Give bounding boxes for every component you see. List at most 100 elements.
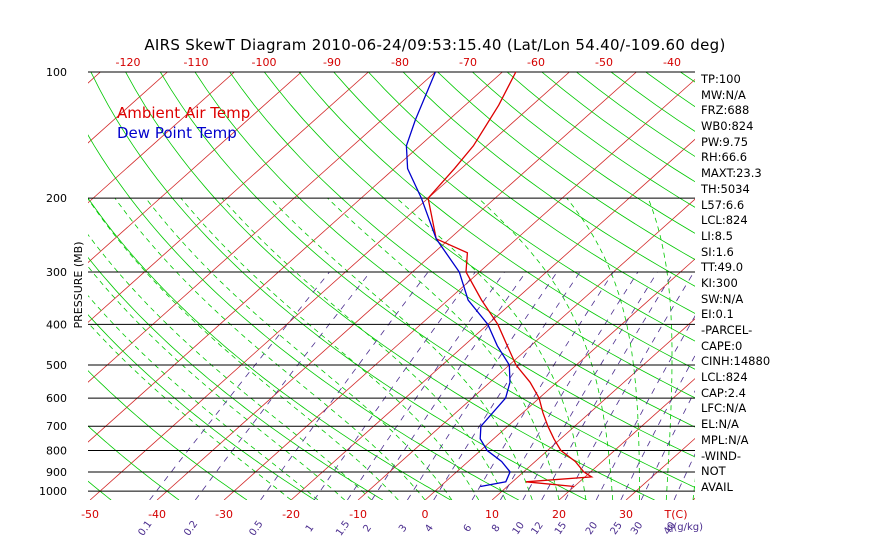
isotherm-line: [89, 72, 570, 500]
pressure-tick-label: 100: [46, 66, 67, 79]
series-layer: [405, 71, 594, 488]
stat-item: FRZ:688: [701, 103, 750, 118]
dry-adiabat-line: [368, 72, 695, 314]
mixing-ratio-label: 4: [423, 523, 436, 535]
top-temp-tick-label: -120: [116, 56, 141, 69]
dry-adiabat-line: [88, 314, 316, 500]
dry-adiabat-line: [88, 134, 519, 500]
moist-adiabat-line: [396, 197, 587, 500]
bottom-temp-tick-label: 0: [422, 508, 429, 521]
stat-item: SW:N/A: [701, 291, 744, 306]
bottom-temp-tick-label: -50: [81, 508, 99, 521]
mixing-ratio-line: [194, 271, 371, 500]
bottom-temp-tick-label: 20: [552, 508, 566, 521]
stat-item: LCL:824: [701, 213, 748, 228]
chart-title: AIRS SkewT Diagram 2010-06-24/09:53:15.4…: [144, 36, 726, 54]
mixing-ratio-line: [500, 271, 639, 500]
legend-dew-point-temp: Dew Point Temp: [117, 124, 237, 142]
mixing-ratio-label: 6: [462, 523, 475, 535]
moist-adiabat-line: [145, 197, 453, 500]
moist-adiabat-line: [327, 197, 560, 500]
dewpoint-series: [405, 71, 511, 488]
moist-adiabat-line: [221, 197, 506, 500]
stat-item: EL:N/A: [701, 417, 739, 432]
mixing-ratio-label: 1.5: [334, 519, 352, 538]
pressure-tick-label: 300: [46, 266, 67, 279]
bottom-axis-unit: T(C): [664, 508, 688, 521]
stat-item: -WIND-: [701, 448, 742, 463]
mixing-ratio-line: [260, 271, 429, 500]
mixing-ratio-line: [620, 354, 695, 500]
dry-adiabat-line: [90, 72, 587, 500]
dry-adiabat-line: [437, 72, 695, 261]
isotherm-line: [558, 378, 695, 500]
pressure-tick-label: 1000: [39, 485, 67, 498]
top-temp-tick-label: -90: [323, 56, 341, 69]
isotherm-line: [88, 72, 436, 383]
bottom-temp-tick-label: -10: [349, 508, 367, 521]
mixing-ratio-label: 20: [584, 520, 600, 537]
mixing-ratio-line: [149, 271, 330, 500]
isotherm-line: [88, 72, 101, 84]
moist-adiabat-line: [566, 197, 640, 500]
mixing-ratio-line: [347, 271, 505, 500]
stat-item: -PARCEL-: [701, 323, 753, 337]
mixing-ratio-label: 2: [361, 523, 374, 535]
pressure-tick-label: 700: [46, 420, 67, 433]
dry-adiabat-line: [159, 72, 695, 488]
bottom-temp-tick-label: -30: [215, 508, 233, 521]
pressure-tick-label: 600: [46, 392, 67, 405]
isotherm-line: [88, 72, 503, 443]
top-temp-tick-label: -50: [595, 56, 613, 69]
legend: Ambient Air Temp Dew Point Temp: [117, 104, 250, 142]
isotherm-line: [290, 138, 695, 500]
isotherm-line: [491, 318, 695, 500]
dry-adiabat-line: [298, 72, 695, 370]
top-temp-tick-label: -110: [184, 56, 209, 69]
mixing-ratio-line: [471, 271, 614, 500]
mixing-ratio-line: [541, 271, 675, 500]
mixing-ratio-line: [407, 271, 558, 500]
pressure-tick-label: 500: [46, 359, 67, 372]
pressure-tick-label: 800: [46, 445, 67, 458]
stat-item: TP:100: [701, 72, 741, 86]
moist-adiabat-line: [180, 197, 480, 500]
mixing-ratio-line: [673, 453, 695, 500]
stat-item: NOT: [701, 464, 726, 479]
mixing-ratio-line: [522, 271, 658, 500]
top-temp-tick-label: -70: [459, 56, 477, 69]
stat-item: MPL:N/A: [701, 432, 749, 447]
mixing-ratio-line: [595, 315, 695, 500]
stat-item: TH:5034: [701, 181, 750, 196]
top-temp-tick-label: -80: [391, 56, 409, 69]
bottom-temp-tick-label: 10: [485, 508, 499, 521]
mixing-ratio-label: 3: [397, 523, 410, 535]
stat-item: MW:N/A: [701, 87, 746, 102]
bottom-temp-tick-label: -20: [282, 508, 300, 521]
moist-adiabat-line: [88, 265, 345, 500]
mixing-ratio-label: 12: [529, 520, 545, 537]
dry-adiabat-line: [88, 197, 451, 500]
grid-layer: [0, 71, 695, 500]
stat-item: WB0:824: [701, 119, 754, 134]
stat-item: EI:0.1: [701, 307, 734, 322]
stat-item: CAP:2.4: [701, 385, 746, 400]
moist-adiabat-line: [114, 197, 426, 500]
mixing-ratio-line: [564, 271, 695, 500]
mixing-ratio-label: 8: [490, 523, 503, 535]
stat-item: RH:66.6: [701, 150, 748, 165]
moist-adiabat-line: [647, 198, 673, 500]
dry-adiabat-line: [194, 72, 695, 458]
pressure-tick-label: 400: [46, 318, 67, 331]
stat-item: LI:8.5: [701, 228, 733, 243]
dry-adiabat-line: [0, 72, 43, 500]
dry-adiabat-line: [263, 72, 695, 399]
pressure-tick-label: 900: [46, 466, 67, 479]
mixing-ratio-label: 30: [629, 520, 645, 537]
dry-adiabat-line: [333, 72, 695, 342]
stat-item: LCL:824: [701, 370, 748, 385]
stat-item: KI:300: [701, 275, 738, 290]
stat-item: AVAIL: [701, 479, 733, 494]
mixing-ratio-line: [313, 271, 476, 500]
